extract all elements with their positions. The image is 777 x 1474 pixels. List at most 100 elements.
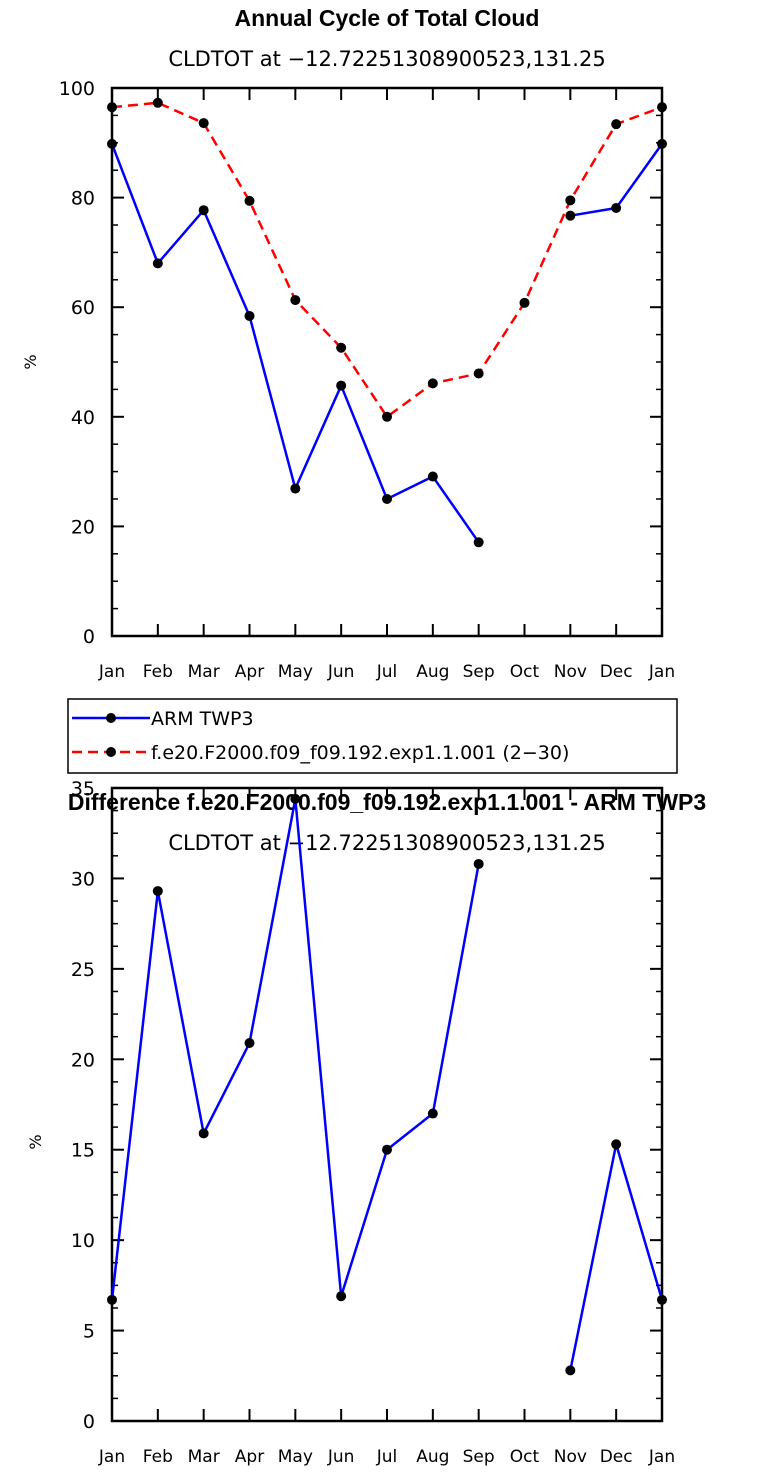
x-tick-label: Apr xyxy=(235,1447,264,1467)
x-tick-label: Aug xyxy=(416,1447,449,1467)
legend-box xyxy=(67,698,678,774)
x-tick-label: Jan xyxy=(648,662,675,682)
data-point xyxy=(565,195,576,206)
data-point xyxy=(611,203,622,214)
data-point xyxy=(244,1038,255,1049)
data-point xyxy=(473,537,484,548)
chart-subtitle: CLDTOT at −12.72251308900523,131.25 xyxy=(168,831,605,855)
x-tick-label: Dec xyxy=(600,1447,633,1467)
data-point xyxy=(336,380,347,391)
x-tick-label: Sep xyxy=(463,662,495,682)
data-point xyxy=(657,1294,667,1305)
x-tick-label: Mar xyxy=(188,1447,220,1467)
data-point xyxy=(336,1291,347,1302)
data-point xyxy=(382,494,392,504)
x-tick-label: Oct xyxy=(510,662,540,682)
y-tick-label: 80 xyxy=(71,188,95,210)
x-tick-label: Feb xyxy=(143,1447,173,1467)
legend-entry-arm-twp3: ARM TWP3 xyxy=(72,708,254,730)
data-point xyxy=(244,195,255,206)
y-tick-label: 15 xyxy=(71,1140,95,1162)
data-point xyxy=(427,1108,438,1119)
data-point xyxy=(107,1294,117,1305)
x-tick-label: Jul xyxy=(376,1447,398,1467)
legend-label-model: f.e20.F2000.f09_f09.192.exp1.1.001 (2−30… xyxy=(151,742,569,764)
legend: ARM TWP3 f.e20.F2000.f09_f09.192.exp1.1.… xyxy=(67,698,678,774)
data-point xyxy=(473,858,484,869)
chart-title: Annual Cycle of Total Cloud xyxy=(235,5,540,31)
data-point xyxy=(107,102,117,113)
x-tick-label: May xyxy=(278,662,313,682)
y-tick-label: 0 xyxy=(83,626,95,648)
data-point xyxy=(290,483,301,494)
annual-cycle-chart: Annual Cycle of Total Cloud CLDTOT at −1… xyxy=(21,5,678,774)
legend-label-arm-twp3: ARM TWP3 xyxy=(151,708,254,730)
plot-frame xyxy=(110,86,664,638)
x-tick-label: Apr xyxy=(235,662,264,682)
data-point xyxy=(152,886,163,897)
x-tick-label: Jun xyxy=(327,662,355,682)
x-tick-label: Sep xyxy=(463,1447,495,1467)
x-tick-label: Jan xyxy=(98,662,125,682)
legend-entry-model: f.e20.F2000.f09_f09.192.exp1.1.001 (2−30… xyxy=(72,742,569,764)
data-point xyxy=(657,138,667,149)
data-point xyxy=(336,342,347,353)
y-tick-label: 10 xyxy=(71,1230,95,1252)
data-point xyxy=(107,138,117,149)
x-tick-label: May xyxy=(278,1447,313,1467)
data-point xyxy=(565,1365,576,1376)
data-point xyxy=(198,205,209,216)
data-point xyxy=(198,118,209,129)
difference-chart: Difference f.e20.F2000.f09_f09.192.exp1.… xyxy=(26,778,706,1467)
series-arm xyxy=(107,138,667,548)
x-tick-label: Oct xyxy=(510,1447,540,1467)
y-tick-label: 25 xyxy=(71,959,95,981)
y-tick-label: 35 xyxy=(71,778,95,800)
y-axis-label: % xyxy=(21,354,40,369)
data-point xyxy=(382,1144,392,1155)
y-axis-label: % xyxy=(26,1134,45,1149)
series-line xyxy=(111,101,663,419)
data-point xyxy=(152,97,163,108)
x-tick-label: Feb xyxy=(143,662,173,682)
data-point xyxy=(611,119,622,130)
data-point xyxy=(382,411,392,422)
x-tick-label: Jan xyxy=(98,1447,125,1467)
series-line xyxy=(569,1143,664,1371)
y-tick-label: 20 xyxy=(71,1049,95,1071)
data-point xyxy=(244,310,255,321)
data-point xyxy=(198,1128,209,1139)
data-point xyxy=(565,210,576,221)
y-tick-label: 30 xyxy=(71,868,95,890)
y-tick-label: 0 xyxy=(83,1411,95,1433)
chart-subtitle: CLDTOT at −12.72251308900523,131.25 xyxy=(168,47,605,71)
y-tick-label: 40 xyxy=(71,407,95,429)
data-point xyxy=(290,793,301,804)
legend-marker-arm-twp3 xyxy=(106,713,116,723)
x-tick-label: Nov xyxy=(554,1447,587,1467)
series-f.e20.f2000.f09_f09.192.exp1.1.001 xyxy=(107,97,667,422)
x-tick-label: Jan xyxy=(648,1447,675,1467)
x-tick-label: Dec xyxy=(600,662,633,682)
series-line xyxy=(110,797,480,1300)
data-point xyxy=(657,102,667,113)
y-tick-label: 5 xyxy=(83,1321,95,1343)
data-point xyxy=(427,378,438,389)
x-tick-label: Jul xyxy=(376,662,398,682)
x-tick-label: Nov xyxy=(554,662,587,682)
x-tick-label: Aug xyxy=(416,662,449,682)
y-tick-label: 100 xyxy=(59,78,95,100)
data-point xyxy=(427,471,438,482)
data-point xyxy=(519,297,530,308)
data-point xyxy=(290,295,301,306)
legend-marker-model xyxy=(106,747,116,757)
x-tick-label: Mar xyxy=(188,662,220,682)
data-point xyxy=(152,258,163,269)
series-line xyxy=(110,143,480,544)
y-tick-label: 60 xyxy=(71,297,95,319)
y-tick-label: 20 xyxy=(71,516,95,538)
series-series-0 xyxy=(107,793,667,1376)
x-tick-label: Jun xyxy=(327,1447,355,1467)
data-point xyxy=(473,368,484,379)
